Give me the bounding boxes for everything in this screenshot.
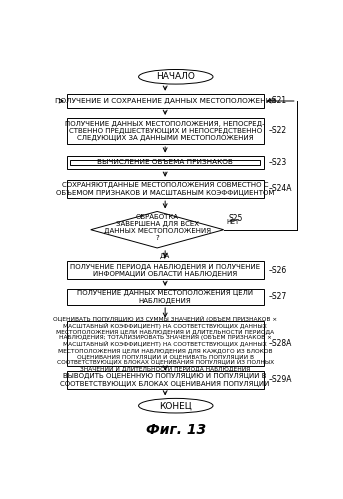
Text: ВЫЧИСЛЕНИЕ ОБЪЕМА ПРИЗНАКОВ: ВЫЧИСЛЕНИЕ ОБЪЕМА ПРИЗНАКОВ (97, 160, 233, 166)
Text: –S27: –S27 (269, 292, 287, 301)
Text: –S22: –S22 (269, 126, 287, 135)
Bar (67, 180, 263, 198)
Text: –S23: –S23 (269, 158, 287, 167)
Text: НЕТ: НЕТ (226, 219, 239, 225)
Text: ПОЛУЧЕНИЕ ПЕРИОДА НАБЛЮДЕНИЯ И ПОЛУЧЕНИЕ
ИНФОРМАЦИИ ОБЛАСТИ НАБЛЮДЕНИЯ: ПОЛУЧЕНИЕ ПЕРИОДА НАБЛЮДЕНИЯ И ПОЛУЧЕНИЕ… (70, 263, 260, 276)
Ellipse shape (139, 398, 213, 413)
Text: НАЧАЛО: НАЧАЛО (156, 72, 195, 81)
Bar (67, 261, 263, 279)
Text: ОБРАБОТКА
ЗАВЕРШЕНА ДЛЯ ВСЕХ
ДАННЫХ МЕСТОПОЛОЖЕНИЯ
?: ОБРАБОТКА ЗАВЕРШЕНА ДЛЯ ВСЕХ ДАННЫХ МЕСТ… (104, 214, 211, 242)
Text: ПОЛУЧЕНИЕ И СОХРАНЕНИЕ ДАННЫХ МЕСТОПОЛОЖЕНИЯ: ПОЛУЧЕНИЕ И СОХРАНЕНИЕ ДАННЫХ МЕСТОПОЛОЖ… (55, 98, 276, 104)
Text: ПОЛУЧЕНИЕ ДАННЫХ МЕСТОПОЛОЖЕНИЯ ЦЕЛИ
НАБЛЮДЕНИЯ: ПОЛУЧЕНИЕ ДАННЫХ МЕСТОПОЛОЖЕНИЯ ЦЕЛИ НАБ… (77, 290, 253, 303)
Text: ДА: ДА (160, 252, 170, 258)
Bar (67, 371, 263, 389)
Bar (70, 160, 260, 165)
Text: ОЦЕНИВАТЬ ПОПУЛЯЦИЮ ИЗ СУММЫ ЗНАЧЕНИЙ (ОБЪЕМ ПРИЗНАКОВ ×
МАСШТАБНЫЙ КОЭФФИЦИЕНТ): ОЦЕНИВАТЬ ПОПУЛЯЦИЮ ИЗ СУММЫ ЗНАЧЕНИЙ (О… (53, 315, 277, 371)
Text: ПОЛУЧЕНИЕ ДАННЫХ МЕСТОПОЛОЖЕНИЯ, НЕПОСРЕД-
СТВЕННО ПРЕДШЕСТВУЮЩИХ И НЕПОСРЕДСТВЕ: ПОЛУЧЕНИЕ ДАННЫХ МЕСТОПОЛОЖЕНИЯ, НЕПОСРЕ… (66, 121, 265, 141)
Bar (67, 118, 263, 144)
Bar (67, 321, 263, 366)
Bar (67, 156, 263, 169)
Text: –S24A: –S24A (269, 185, 292, 194)
Bar (67, 289, 263, 305)
Text: S25: S25 (229, 214, 243, 223)
Text: ВЫВОДИТЬ ОЦЕНЕННУЮ ПОПУЛЯЦИЮ И ПОПУЛЯЦИИ В
СООТВЕТСТВУЮЩИХ БЛОКАХ ОЦЕНИВАНИЯ ПОП: ВЫВОДИТЬ ОЦЕНЕННУЮ ПОПУЛЯЦИЮ И ПОПУЛЯЦИИ… (60, 373, 270, 387)
Polygon shape (91, 212, 224, 248)
Text: –S28A: –S28A (269, 339, 292, 348)
Text: КОНЕЦ: КОНЕЦ (159, 401, 192, 410)
Text: СОХРАНЯЮТДАННЫЕ МЕСТОПОЛОЖЕНИЯ СОВМЕСТНО С
ОБЪЕМОМ ПРИЗНАКОВ И МАСШТАБНЫМ КОЭФФИ: СОХРАНЯЮТДАННЫЕ МЕСТОПОЛОЖЕНИЯ СОВМЕСТНО… (56, 182, 274, 196)
Text: –S29A: –S29A (269, 375, 292, 384)
Ellipse shape (139, 69, 213, 84)
Text: –S26: –S26 (269, 265, 287, 274)
Bar (67, 94, 263, 108)
Text: Фиг. 13: Фиг. 13 (146, 423, 206, 437)
Text: –S21: –S21 (269, 96, 287, 105)
